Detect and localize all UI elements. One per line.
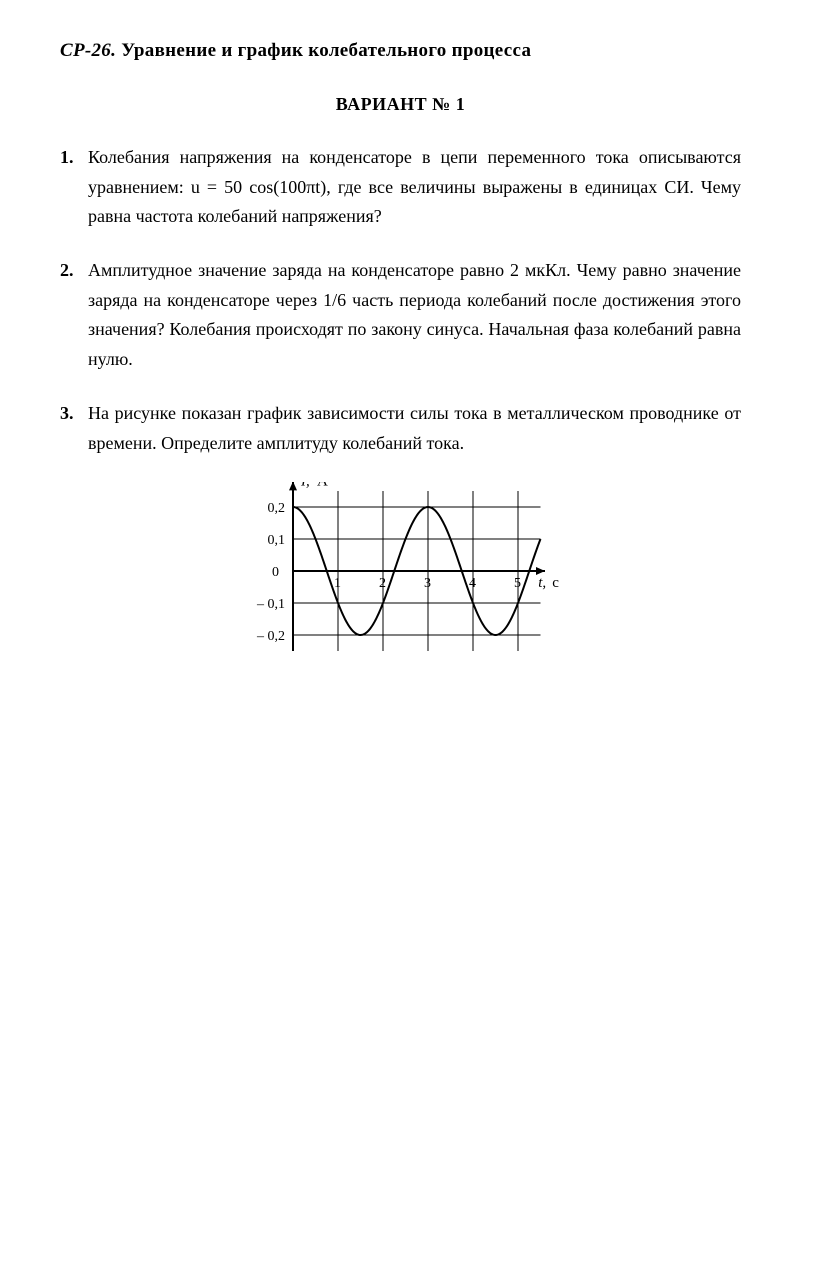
- problem-number: 3.: [60, 399, 88, 458]
- problem-item: 1. Колебания напряжения на конденсаторе …: [60, 143, 741, 232]
- problem-text: Амплитудное значение заряда на конденсат…: [88, 256, 741, 375]
- problem-item: 3. На рисунке показан график зависимости…: [60, 399, 741, 458]
- svg-text:2: 2: [379, 576, 386, 591]
- variant-label: ВАРИАНТ № 1: [60, 94, 741, 115]
- svg-text:4: 4: [469, 576, 476, 591]
- svg-text:1: 1: [334, 576, 341, 591]
- header-title: Уравнение и график колебательного процес…: [121, 40, 531, 61]
- problem-item: 2. Амплитудное значение заряда на конден…: [60, 256, 741, 375]
- chart-container: 1 2 3 4 5 t, c – 0,2 – 0,1 0 0,1 0,2 I, A: [60, 482, 741, 682]
- svg-text:5: 5: [514, 576, 521, 591]
- problem-text: Колебания напряжения на конденсаторе в ц…: [88, 143, 741, 232]
- problem-number: 2.: [60, 256, 88, 375]
- problems-list: 1. Колебания напряжения на конденсаторе …: [60, 143, 741, 458]
- svg-text:3: 3: [424, 576, 431, 591]
- svg-text:0: 0: [272, 565, 279, 580]
- svg-text:I,: I,: [300, 482, 310, 489]
- svg-text:c: c: [552, 575, 559, 591]
- svg-text:0,1: 0,1: [267, 533, 285, 548]
- header-prefix: СР-26.: [60, 40, 116, 61]
- problem-number: 1.: [60, 143, 88, 232]
- oscillation-chart: 1 2 3 4 5 t, c – 0,2 – 0,1 0 0,1 0,2 I, A: [231, 482, 571, 682]
- svg-text:A: A: [317, 482, 328, 489]
- svg-text:– 0,1: – 0,1: [256, 597, 285, 612]
- svg-text:– 0,2: – 0,2: [256, 629, 285, 644]
- page-header: СР-26. Уравнение и график колебательного…: [60, 40, 741, 62]
- svg-text:0,2: 0,2: [267, 501, 285, 516]
- problem-text: На рисунке показан график зависимости си…: [88, 399, 741, 458]
- svg-text:t,: t,: [538, 575, 546, 591]
